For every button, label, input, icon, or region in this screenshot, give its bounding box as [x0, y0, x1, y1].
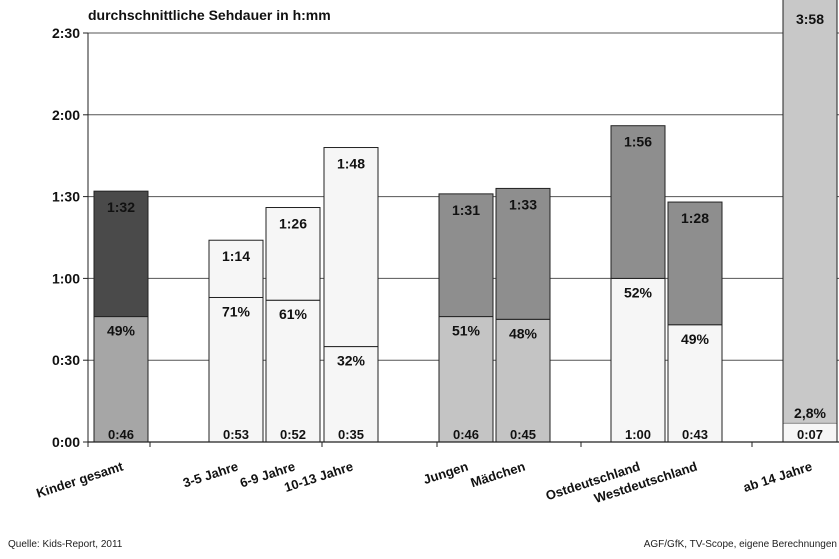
bar-upper-segment — [667, 201, 723, 326]
bar-lower-value-label: 0:46 — [108, 427, 134, 442]
bar-lower-segment — [495, 318, 551, 443]
bar-upper-segment — [93, 190, 149, 318]
bar-total-value-label: 1:48 — [337, 156, 365, 172]
bar-total-value-label: 1:33 — [509, 196, 537, 212]
bars — [93, 0, 838, 443]
y-tick-label: 2:00 — [52, 107, 80, 123]
category-label: 3-5 Jahre — [181, 459, 240, 491]
category-label: Kinder gesamt — [34, 458, 125, 500]
source-note-left: Quelle: Kids-Report, 2011 — [8, 539, 123, 550]
bar-upper-segment — [438, 193, 494, 318]
bar-lower-value-label: 1:00 — [625, 427, 651, 442]
bar-share-label: 49% — [681, 331, 710, 347]
bar-share-label: 2,8% — [794, 405, 826, 421]
bar-total-value-label: 1:31 — [452, 202, 480, 218]
y-tick-label: 1:30 — [52, 189, 80, 205]
axes: 0:00 0:30 1:00 1:30 2:00 2:30 — [52, 25, 839, 450]
category-label: ab 14 Jahre — [741, 459, 814, 495]
source-note-right: AGF/GfK, TV-Scope, eigene Berechnungen — [643, 539, 837, 550]
bar-lower-segment — [667, 324, 723, 443]
y-tick-label: 1:00 — [52, 270, 80, 286]
bar-share-label: 49% — [107, 323, 136, 339]
bar-share-label: 51% — [452, 323, 481, 339]
bar-lower-segment — [323, 346, 379, 443]
bar-lower-value-label: 0:07 — [797, 427, 823, 442]
bar-lower-value-label: 0:53 — [223, 427, 249, 442]
bar-total-value-label: 1:28 — [681, 210, 709, 226]
bar-share-label: 61% — [279, 306, 308, 322]
bar-lower-segment — [93, 316, 149, 443]
bar-total-value-label: 1:26 — [279, 216, 307, 232]
bar-upper-segment — [783, 0, 837, 423]
bar-lower-value-label: 0:45 — [510, 427, 536, 442]
bar-lower-segment — [610, 277, 666, 443]
bar-total-value-label: 3:58 — [796, 11, 824, 27]
chart-title: durchschnittliche Sehdauer in h:mm — [88, 7, 331, 23]
category-label: Jungen — [421, 459, 470, 488]
bar-upper-segment — [265, 207, 321, 301]
bar-upper-segment — [610, 125, 666, 279]
category-label: Mädchen — [469, 459, 527, 491]
bar-share-label: 48% — [509, 325, 538, 341]
bar-share-label: 32% — [337, 353, 366, 369]
bar-lower-segment — [438, 316, 494, 443]
y-tick-label: 0:00 — [52, 434, 80, 450]
bar-total-value-label: 1:14 — [222, 248, 250, 264]
y-tick-label: 0:30 — [52, 352, 80, 368]
bar-upper-segment — [323, 147, 379, 348]
bar-share-label: 71% — [222, 303, 251, 319]
bar-lower-value-label: 0:43 — [682, 427, 708, 442]
bar-share-label: 52% — [624, 284, 653, 300]
bar-upper-segment — [208, 239, 264, 298]
bar-lower-value-label: 0:35 — [338, 427, 364, 442]
bar-upper-segment — [495, 187, 551, 320]
bar-lower-value-label: 0:52 — [280, 427, 306, 442]
bar-total-value-label: 1:56 — [624, 134, 652, 150]
y-tick-label: 2:30 — [52, 25, 80, 41]
bar-lower-value-label: 0:46 — [453, 427, 479, 442]
bar-total-value-label: 1:32 — [107, 199, 135, 215]
